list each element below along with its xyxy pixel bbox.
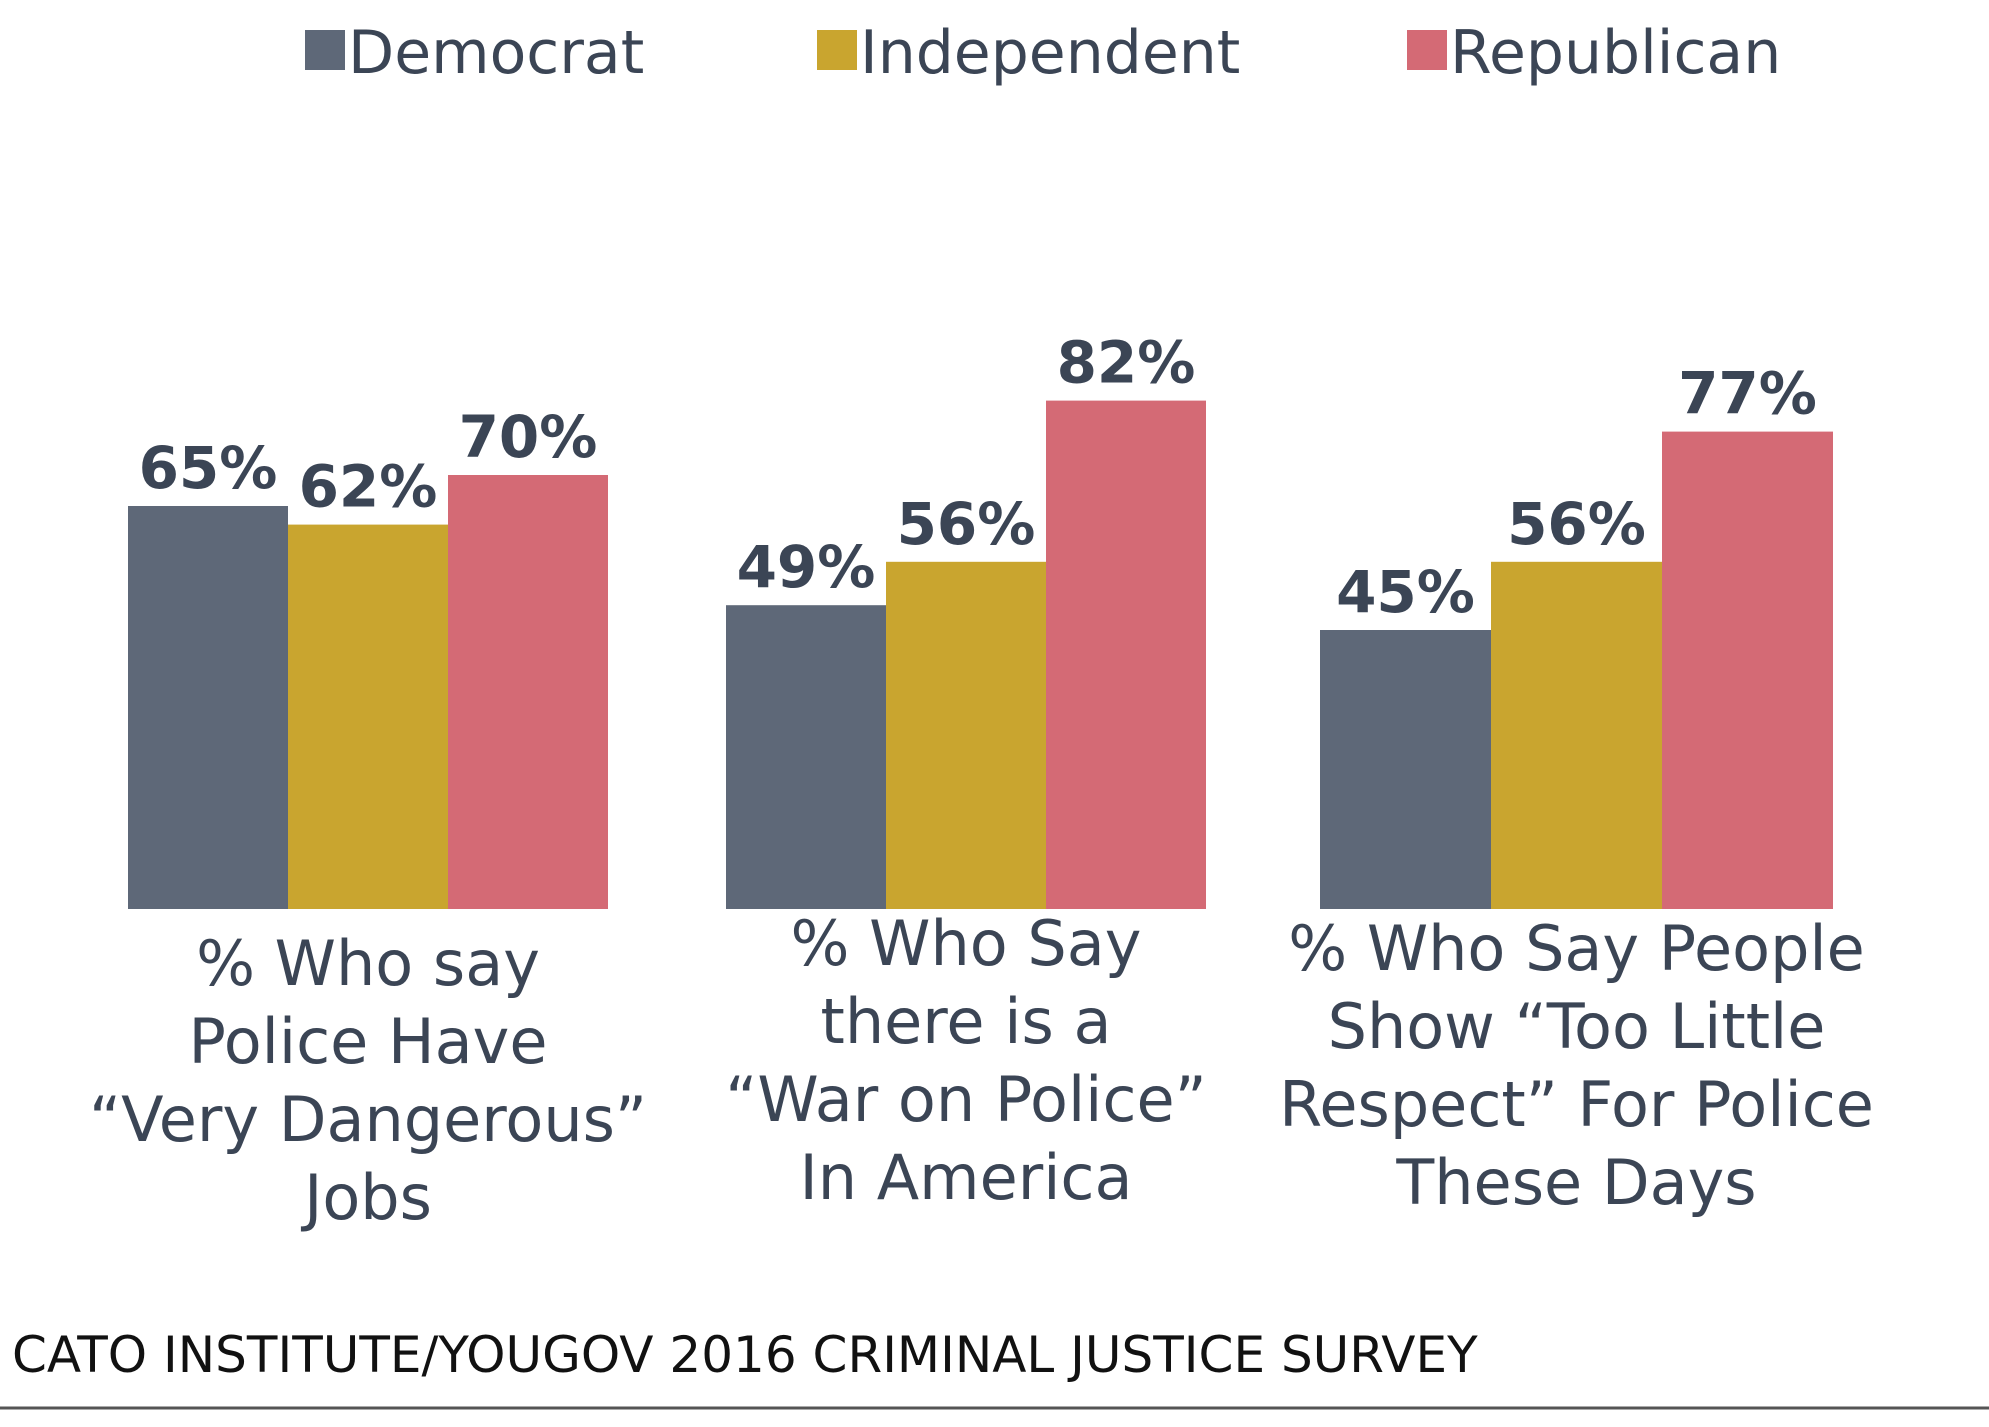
- bar-independent-3: [1491, 561, 1662, 909]
- value-label-independent-1: 62%: [299, 453, 438, 521]
- value-label-democrat-2: 49%: [737, 533, 876, 601]
- legend-swatch-democrat: [305, 30, 345, 70]
- category-label-3-line-1: % Who Say People: [1288, 912, 1865, 985]
- category-label-3-line-4: These Days: [1395, 1146, 1756, 1219]
- bar-republican-1: [448, 475, 608, 909]
- category-label-2-line-1: % Who Say: [791, 907, 1142, 980]
- value-label-democrat-1: 65%: [139, 434, 278, 502]
- bar-republican-3: [1662, 431, 1833, 909]
- category-label-1-line-2: Police Have: [189, 1005, 548, 1078]
- category-label-2-line-4: In America: [799, 1141, 1132, 1214]
- category-label-3-line-2: Show “Too Little: [1328, 990, 1826, 1063]
- value-label-republican-2: 82%: [1057, 329, 1196, 397]
- legend-swatch-independent: [817, 30, 857, 70]
- legend-label-democrat: Democrat: [348, 18, 644, 88]
- bar-democrat-2: [726, 605, 886, 909]
- value-labels: 65% 62% 70% 49% 56% 82% 45% 56% 77%: [139, 329, 1817, 626]
- category-label-3-line-3: Respect” For Police: [1279, 1068, 1874, 1141]
- value-label-independent-2: 56%: [897, 490, 1036, 558]
- bar-democrat-3: [1320, 630, 1491, 909]
- bar-independent-2: [886, 561, 1046, 909]
- bars: [128, 400, 1833, 909]
- category-label-2-line-2: there is a: [821, 985, 1112, 1058]
- source-label: CATO INSTITUTE/YOUGOV 2016 CRIMINAL JUST…: [12, 1326, 1478, 1384]
- category-labels: % Who say Police Have “Very Dangerous” Jobs…: [89, 907, 1874, 1234]
- bar-democrat-1: [128, 506, 288, 909]
- category-label-1-line-4: Jobs: [300, 1161, 432, 1234]
- bar-republican-2: [1046, 400, 1206, 909]
- legend: Democrat Independent Republican: [305, 18, 1781, 88]
- category-label-1-line-1: % Who say: [196, 927, 540, 1000]
- category-label-2-line-3: “War on Police”: [725, 1063, 1207, 1136]
- legend-swatch-republican: [1407, 30, 1447, 70]
- legend-label-republican: Republican: [1450, 18, 1781, 88]
- category-label-1-line-3: “Very Dangerous”: [89, 1083, 647, 1156]
- category-label-1: % Who say Police Have “Very Dangerous” Jobs: [89, 927, 647, 1234]
- value-label-independent-3: 56%: [1507, 490, 1646, 558]
- value-label-democrat-3: 45%: [1336, 558, 1475, 626]
- bar-independent-1: [288, 524, 448, 909]
- category-label-2: % Who Say there is a “War on Police” In Ame…: [725, 907, 1207, 1214]
- value-label-republican-1: 70%: [459, 403, 598, 471]
- legend-label-independent: Independent: [860, 18, 1240, 88]
- value-label-republican-3: 77%: [1678, 360, 1817, 428]
- category-label-3: % Who Say People Show “Too Little Respect”…: [1279, 912, 1874, 1219]
